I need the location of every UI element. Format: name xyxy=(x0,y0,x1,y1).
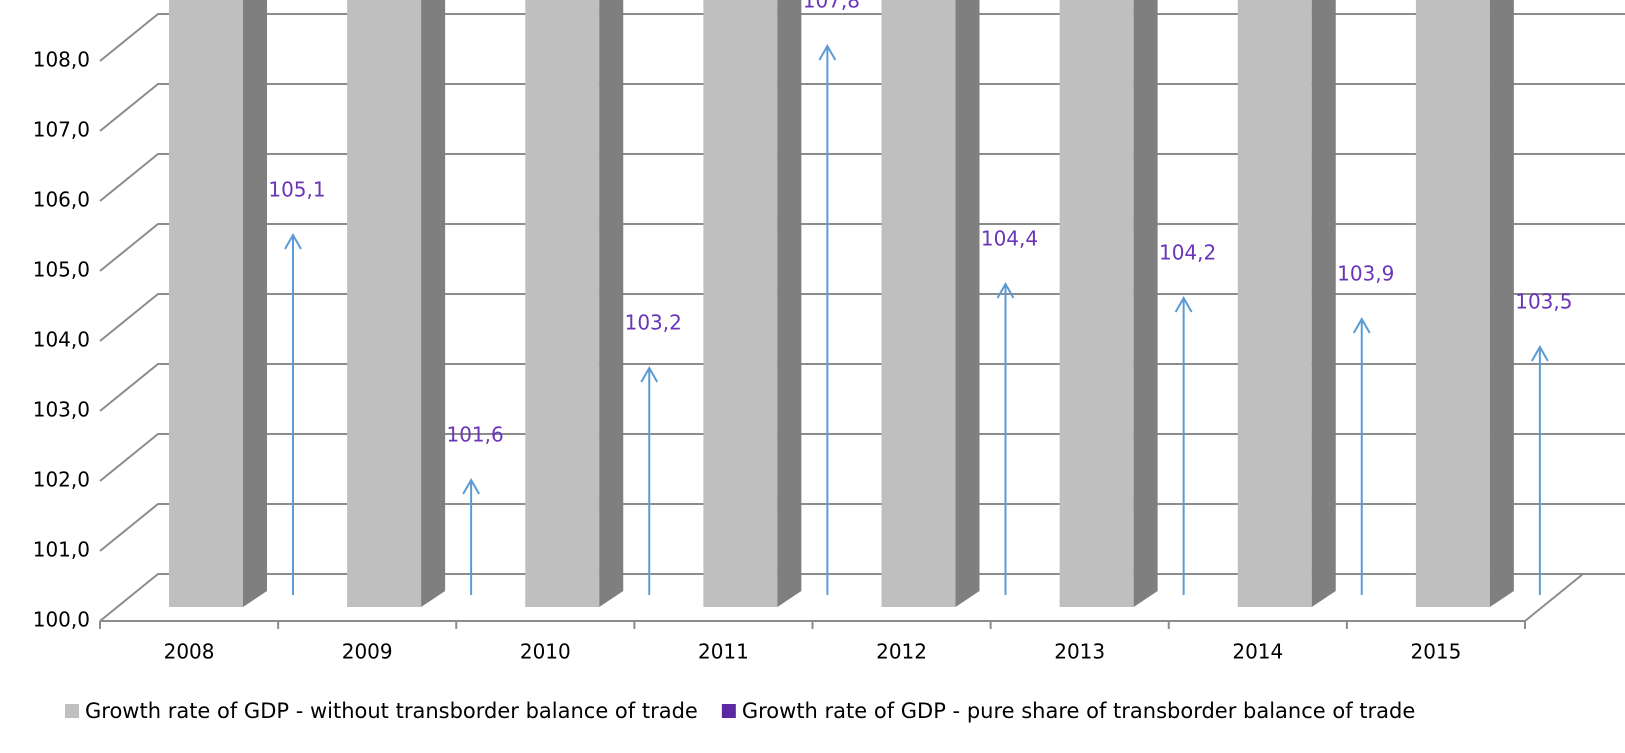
arrow-head xyxy=(818,43,837,61)
x-tick-label: 2009 xyxy=(342,640,393,664)
y-tick-label: 108,0 xyxy=(33,48,90,72)
annotation-label: 105,1 xyxy=(268,178,325,202)
bar-segment xyxy=(703,0,802,607)
grid-line xyxy=(99,573,1625,622)
x-tick-label: 2013 xyxy=(1054,640,1105,664)
y-tick-label: 104,0 xyxy=(33,328,90,352)
bar-front xyxy=(1415,0,1490,607)
bar-front xyxy=(881,0,956,607)
arrow-head xyxy=(284,232,302,250)
x-tick-label: 2008 xyxy=(164,640,215,664)
annotation-arrow xyxy=(284,232,302,595)
x-tick-label: 2012 xyxy=(876,640,927,664)
grid-line xyxy=(99,83,1625,132)
y-tick-label: 106,0 xyxy=(33,188,90,212)
y-tick-label: 107,0 xyxy=(33,118,90,142)
bar-segment xyxy=(1237,0,1336,607)
legend-swatch xyxy=(65,704,79,718)
annotation-label: 104,4 xyxy=(981,227,1038,251)
x-tick-label: 2015 xyxy=(1410,640,1461,664)
bar-side xyxy=(1489,0,1514,607)
x-tick-label: 2011 xyxy=(698,640,749,664)
bar-front xyxy=(703,0,778,607)
bar-side xyxy=(599,0,624,607)
legend-label: Growth rate of GDP - pure share of trans… xyxy=(742,699,1415,723)
floor-edge xyxy=(1524,573,1584,622)
annotation-label: 104,2 xyxy=(1159,241,1216,265)
grid-line xyxy=(99,153,1625,202)
bar-side xyxy=(777,0,802,607)
y-tick-label: 102,0 xyxy=(33,468,90,492)
x-tick-label: 2014 xyxy=(1232,640,1283,664)
grid-line xyxy=(99,363,1625,412)
bar-segment xyxy=(169,0,267,607)
bar-segment xyxy=(881,0,980,607)
arrow-head xyxy=(1531,344,1549,362)
legend-swatch xyxy=(721,704,736,718)
arrow-head xyxy=(996,281,1015,299)
annotation-arrow xyxy=(996,281,1015,595)
annotation-arrow xyxy=(1352,316,1371,595)
annotation-arrow xyxy=(462,477,480,595)
bar-side xyxy=(955,0,980,607)
annotation-label: 103,9 xyxy=(1337,262,1394,286)
bar-side xyxy=(1311,0,1336,607)
arrow-head xyxy=(462,477,480,495)
annotation-arrow xyxy=(818,43,837,595)
annotation-arrow xyxy=(640,365,659,595)
y-tick-label: 105,0 xyxy=(33,258,90,282)
bar-segment xyxy=(347,0,446,607)
bar-side xyxy=(421,0,446,607)
bar-segment xyxy=(525,0,624,607)
bar-segment xyxy=(1415,0,1514,607)
bar-segment xyxy=(1059,0,1158,607)
bar-front xyxy=(1059,0,1134,607)
grid-line xyxy=(99,293,1625,342)
annotation-label: 107,8 xyxy=(803,0,860,13)
arrow-head xyxy=(1352,316,1371,334)
annotation-label: 103,2 xyxy=(625,311,682,335)
bar-side xyxy=(243,0,267,607)
annotation-label: 101,6 xyxy=(446,423,503,447)
bar-front xyxy=(525,0,600,607)
grid-line xyxy=(99,433,1625,482)
arrow-head xyxy=(640,365,659,383)
y-tick-label: 103,0 xyxy=(33,398,90,422)
bar-front xyxy=(1237,0,1312,607)
x-tick-label: 2010 xyxy=(520,640,571,664)
bar-side xyxy=(1133,0,1158,607)
y-tick-label: 101,0 xyxy=(33,538,90,562)
bar-front xyxy=(347,0,422,607)
annotation-arrow xyxy=(1174,295,1193,595)
y-tick-label: 100,0 xyxy=(33,608,90,632)
grid-line xyxy=(99,503,1625,552)
bar-front xyxy=(169,0,243,607)
arrow-head xyxy=(1174,295,1193,313)
annotation-label: 103,5 xyxy=(1515,290,1572,314)
grid-line xyxy=(99,223,1625,272)
annotation-arrow xyxy=(1531,344,1549,595)
grid-line xyxy=(99,13,1625,62)
legend-label: Growth rate of GDP - without transborder… xyxy=(85,699,698,723)
